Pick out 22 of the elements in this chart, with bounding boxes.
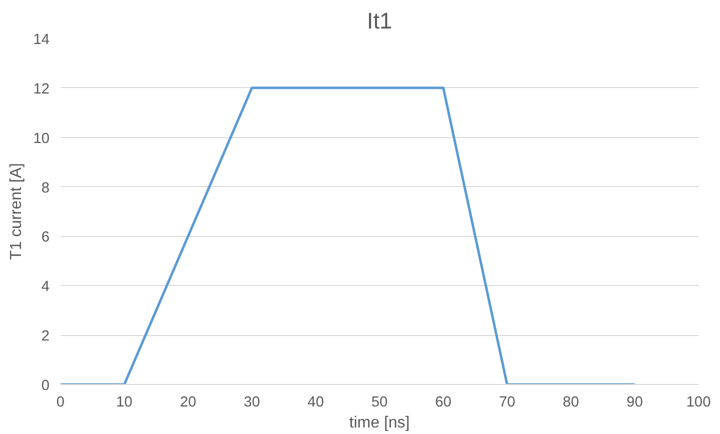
- x-tick-label: 50: [371, 394, 388, 410]
- x-tick-label: 70: [498, 394, 516, 410]
- y-tick-label: 10: [33, 130, 50, 147]
- y-tick-label: 12: [33, 81, 50, 98]
- y-tick-label: 6: [41, 230, 50, 246]
- y-tick-label: 8: [41, 180, 50, 196]
- x-tick-label: 20: [180, 394, 196, 410]
- y-tick-label: 4: [41, 279, 50, 296]
- y-axis-title: T1 current [A]: [8, 163, 26, 260]
- y-tick-label: 2: [41, 328, 50, 345]
- x-axis-title: time [ns]: [349, 414, 410, 432]
- x-tick-label: 0: [56, 394, 65, 410]
- x-tick-label: 80: [562, 394, 580, 410]
- x-tick-label: 30: [244, 394, 260, 410]
- x-tick-label: 60: [435, 394, 452, 410]
- x-tick-label: 100: [686, 394, 711, 410]
- x-tick-label: 40: [308, 394, 324, 410]
- x-tick-label: 90: [626, 394, 643, 410]
- y-tick-label: 14: [33, 32, 50, 48]
- chart-title: It1: [366, 8, 392, 34]
- y-tick-label: 0: [41, 378, 50, 394]
- x-tick-label: 10: [116, 394, 132, 410]
